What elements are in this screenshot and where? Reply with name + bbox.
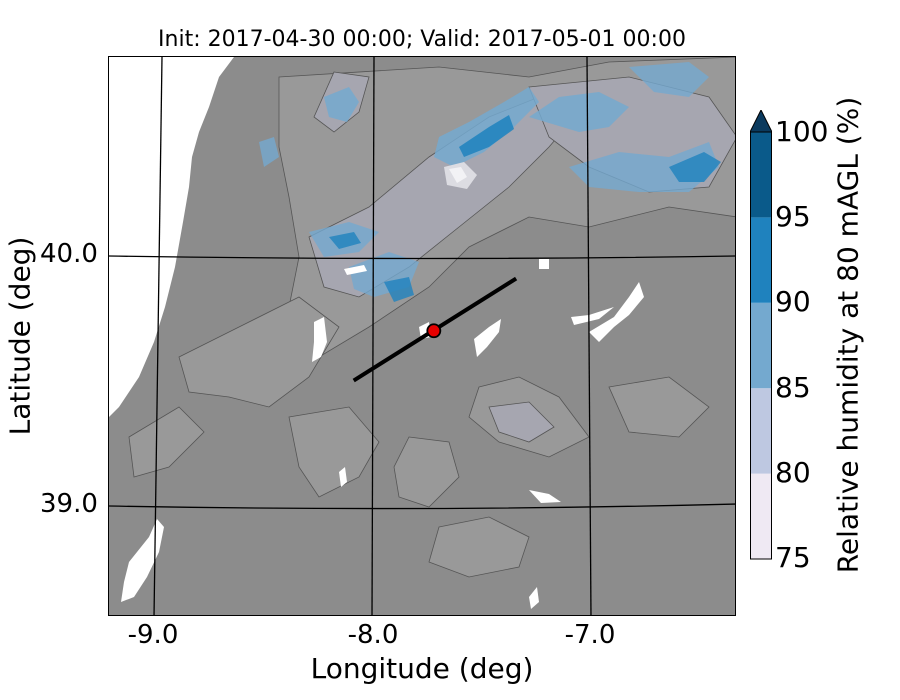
plot-title: Init: 2017-04-30 00:00; Valid: 2017-05-0…	[158, 27, 686, 52]
colorbar-bin	[750, 473, 772, 559]
map-panel[interactable]	[108, 56, 736, 616]
y-tick-label: 40.0	[40, 239, 98, 269]
colorbar-tick: 90	[775, 285, 811, 318]
colorbar	[750, 110, 772, 560]
estuary	[121, 519, 164, 602]
graticule	[109, 57, 735, 615]
x-axis-label: Longitude (deg)	[310, 652, 534, 685]
colorbar-tick: 100	[775, 115, 829, 148]
colorbar-label: Relative humidity at 80 mAGL (%)	[831, 96, 865, 574]
colorbar-bin	[750, 388, 772, 474]
colorbar-tick: 95	[775, 200, 811, 233]
colorbar-tick: 75	[775, 541, 811, 574]
colorbar-bin	[750, 302, 772, 389]
x-tick-label: -8.0	[347, 620, 399, 650]
colorbar-tick: 80	[775, 456, 811, 489]
colorbar-bins	[750, 132, 772, 559]
colorbar-bin	[750, 217, 772, 303]
colorbar-bin	[750, 132, 772, 218]
water-bodies	[312, 259, 644, 609]
y-tick-label: 39.0	[40, 489, 98, 519]
site-marker[interactable]	[426, 323, 442, 339]
humidity-patches	[259, 62, 721, 302]
colorbar-tick: 85	[775, 371, 811, 404]
y-axis-label: Latitude (deg)	[3, 236, 37, 436]
ocean-area	[109, 57, 234, 417]
map-svg	[109, 57, 735, 615]
colorbar-extend-arrow	[750, 110, 772, 133]
x-tick-label: -7.0	[564, 620, 616, 650]
x-tick-label: -9.0	[127, 620, 179, 650]
colorbar-outline	[750, 131, 772, 560]
